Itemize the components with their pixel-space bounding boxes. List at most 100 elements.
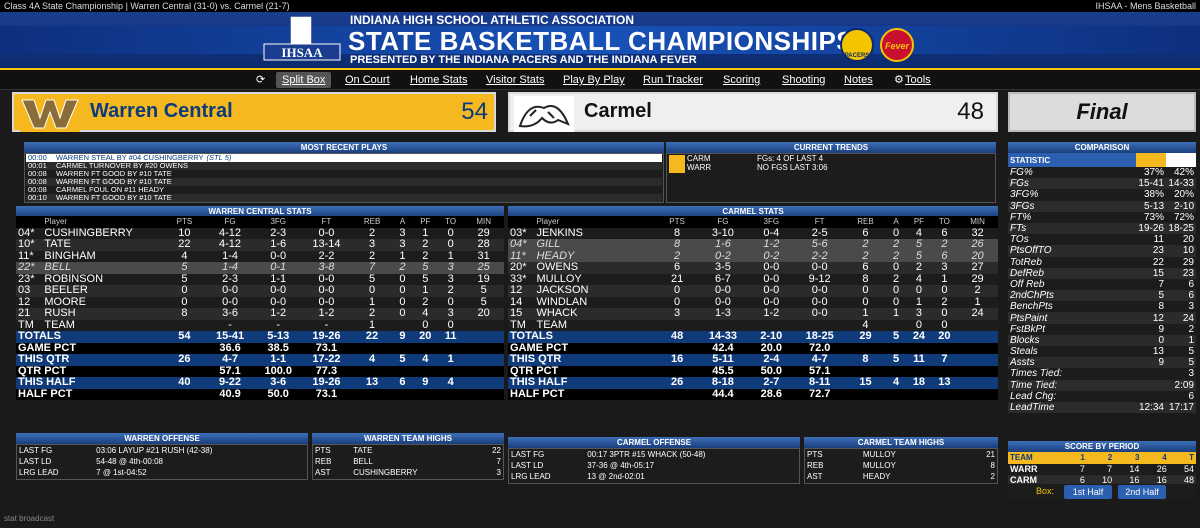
tab-notes[interactable]: Notes (844, 74, 873, 86)
info-cell: 2 (990, 472, 995, 481)
game-pct-row: GAME PCT 36.6 38.5 73.1 (16, 342, 504, 354)
stat-cell (748, 319, 795, 331)
stat-cell (392, 319, 413, 331)
stat-cell: 5 (351, 273, 393, 285)
stat-cell: 100.0 (255, 365, 302, 377)
stat-cell: 8 (656, 239, 698, 251)
stat-name: Times Tied: (1008, 368, 1136, 380)
player-row[interactable]: 14 WINDLAN 0 0-0 0-0 0-0 0 0 1 2 1 (508, 296, 998, 308)
info-cell: 7 @ 1st-04:52 (96, 468, 147, 477)
player-number: 11* (508, 250, 535, 262)
player-row[interactable]: 20* OWENS 6 3-5 0-0 0-0 6 0 2 3 27 (508, 262, 998, 274)
player-name: CUSHINGBERRY (42, 227, 165, 239)
tab-on-court[interactable]: On Court (345, 74, 390, 86)
tab-shooting[interactable]: Shooting (782, 74, 826, 86)
team-abbr: CARM (1008, 475, 1070, 487)
row-label: QTR PCT (508, 365, 657, 377)
stat-value: 11 (1136, 234, 1166, 246)
player-row[interactable]: 04* GILL 8 1-6 1-2 5-6 2 2 5 2 26 (508, 239, 998, 251)
tab-run-tracker[interactable]: Run Tracker (643, 74, 703, 86)
player-row[interactable]: TM TEAM 4 0 0 (508, 319, 998, 331)
stat-name: FstBkPt (1008, 323, 1136, 335)
player-row[interactable]: 23* ROBINSON 5 2-3 1-1 0-0 5 0 5 3 19 (16, 273, 504, 285)
tab-tools[interactable]: Tools (905, 74, 931, 86)
stat-cell: 2-3 (204, 273, 256, 285)
stat-cell: 3-6 (204, 308, 256, 320)
stat-value: 37% (1136, 167, 1166, 179)
player-row[interactable]: 03 BEELER 0 0-0 0-0 0-0 0 0 1 2 5 (16, 285, 504, 297)
player-row[interactable]: 21 RUSH 8 3-6 1-2 1-2 2 0 4 3 20 (16, 308, 504, 320)
play-time: 00:01 (28, 161, 47, 170)
player-row[interactable]: 22* BELL 5 1-4 0-1 3-8 7 2 5 3 25 (16, 262, 504, 274)
stat-value: 0 (1136, 334, 1166, 346)
stat-cell (463, 388, 504, 400)
second-half-button[interactable]: 2nd Half (1118, 485, 1166, 499)
refresh-icon[interactable]: ⟳ (256, 74, 266, 86)
stat-cell: 0 (412, 319, 438, 331)
player-row[interactable]: 11* BINGHAM 4 1-4 0-0 2-2 2 1 2 1 31 (16, 250, 504, 262)
stat-name: PtsPaint (1008, 312, 1136, 324)
player-row[interactable]: 12 MOORE 0 0-0 0-0 0-0 1 0 2 0 5 (16, 296, 504, 308)
stat-value: 10 (1166, 245, 1196, 257)
info-cell: PTS (807, 450, 823, 459)
stat-cell: 13 (931, 377, 958, 389)
info-row: AST CUSHINGBERRY 3 (313, 467, 503, 478)
stat-cell: 2 (845, 239, 886, 251)
info-cell: 21 (986, 450, 995, 459)
column-header: PF (412, 216, 438, 228)
pacers-logo: PACERS (840, 28, 874, 62)
tab-scoring[interactable]: Scoring (723, 74, 761, 86)
player-row[interactable]: 15 WHACK 3 1-3 1-2 0-0 1 1 3 0 24 (508, 308, 998, 320)
stat-cell: 5-6 (794, 239, 846, 251)
stat-cell: 26 (656, 377, 698, 389)
stat-cell: 8 (845, 273, 886, 285)
tab-split-box[interactable]: Split Box (276, 72, 332, 88)
column-header: A (885, 216, 907, 228)
player-row[interactable]: TM TEAM - - -1 0 0 (16, 319, 504, 331)
stat-cell: 5-13 (255, 331, 302, 343)
play-text: WARREN FT GOOD BY #10 TATE (56, 193, 172, 202)
player-row[interactable]: 33* MULLOY 21 6-7 0-0 9-12 8 2 4 1 29 (508, 273, 998, 285)
stat-cell (885, 319, 907, 331)
stat-cell: 0 (885, 285, 907, 297)
player-row[interactable]: 11* HEADY 2 0-2 0-2 2-2 2 2 5 6 20 (508, 250, 998, 262)
recent-plays-panel: 00:00 WARREN STEAL BY #04 CUSHINGBERRY (ST… (24, 153, 664, 203)
stat-cell: 0 (437, 227, 464, 239)
stat-cell: 6 (845, 262, 886, 274)
player-name: WINDLAN (534, 296, 657, 308)
tab-visitor-stats[interactable]: Visitor Stats (486, 74, 545, 86)
box-label: Box: (1036, 486, 1055, 496)
player-row[interactable]: 10* TATE 22 4-12 1-6 13-14 3 3 2 0 28 (16, 239, 504, 251)
info-cell: 13 @ 2nd-02:01 (587, 472, 645, 481)
stat-cell: 0-0 (794, 285, 846, 297)
stat-value: 3 (1166, 301, 1196, 313)
row-label: HALF PCT (508, 388, 657, 400)
tab-play-by-play[interactable]: Play By Play (563, 74, 625, 86)
stat-cell: 45.5 (697, 365, 749, 377)
stat-cell: 26 (164, 354, 205, 366)
stat-cell (845, 365, 886, 377)
row-label: TOTALS (508, 331, 657, 343)
info-cell: 37-36 @ 4th-05:17 (587, 461, 655, 470)
stat-cell: 1 (906, 296, 932, 308)
warren-logo (20, 96, 80, 132)
stat-cell: 48 (656, 331, 698, 343)
stat-cell: 5 (164, 273, 205, 285)
tab-home-stats[interactable]: Home Stats (410, 74, 468, 86)
stat-cell: 1 (437, 354, 464, 366)
player-row[interactable]: 04* CUSHINGBERRY 10 4-12 2-3 0-0 2 3 1 0 29 (16, 227, 504, 239)
player-number: 12 (508, 285, 535, 297)
info-row: LAST LD 37-36 @ 4th-05:17 (509, 460, 799, 471)
stat-value: 8 (1136, 301, 1166, 313)
stat-cell (957, 377, 998, 389)
stat-cell: 72.7 (794, 388, 846, 400)
stat-cell (463, 365, 504, 377)
player-row[interactable]: 03* JENKINS 8 3-10 0-4 2-5 6 0 4 6 32 (508, 227, 998, 239)
stat-cell: 4 (351, 354, 393, 366)
stat-cell (463, 319, 504, 331)
first-half-button[interactable]: 1st Half (1064, 485, 1112, 499)
stat-value: 7 (1136, 278, 1166, 291)
player-row[interactable]: 12 JACKSON 0 0-0 0-0 0-0 0 0 0 0 2 (508, 285, 998, 297)
gear-icon[interactable]: ⚙ (894, 74, 904, 86)
info-row: AST HEADY 2 (805, 471, 997, 482)
